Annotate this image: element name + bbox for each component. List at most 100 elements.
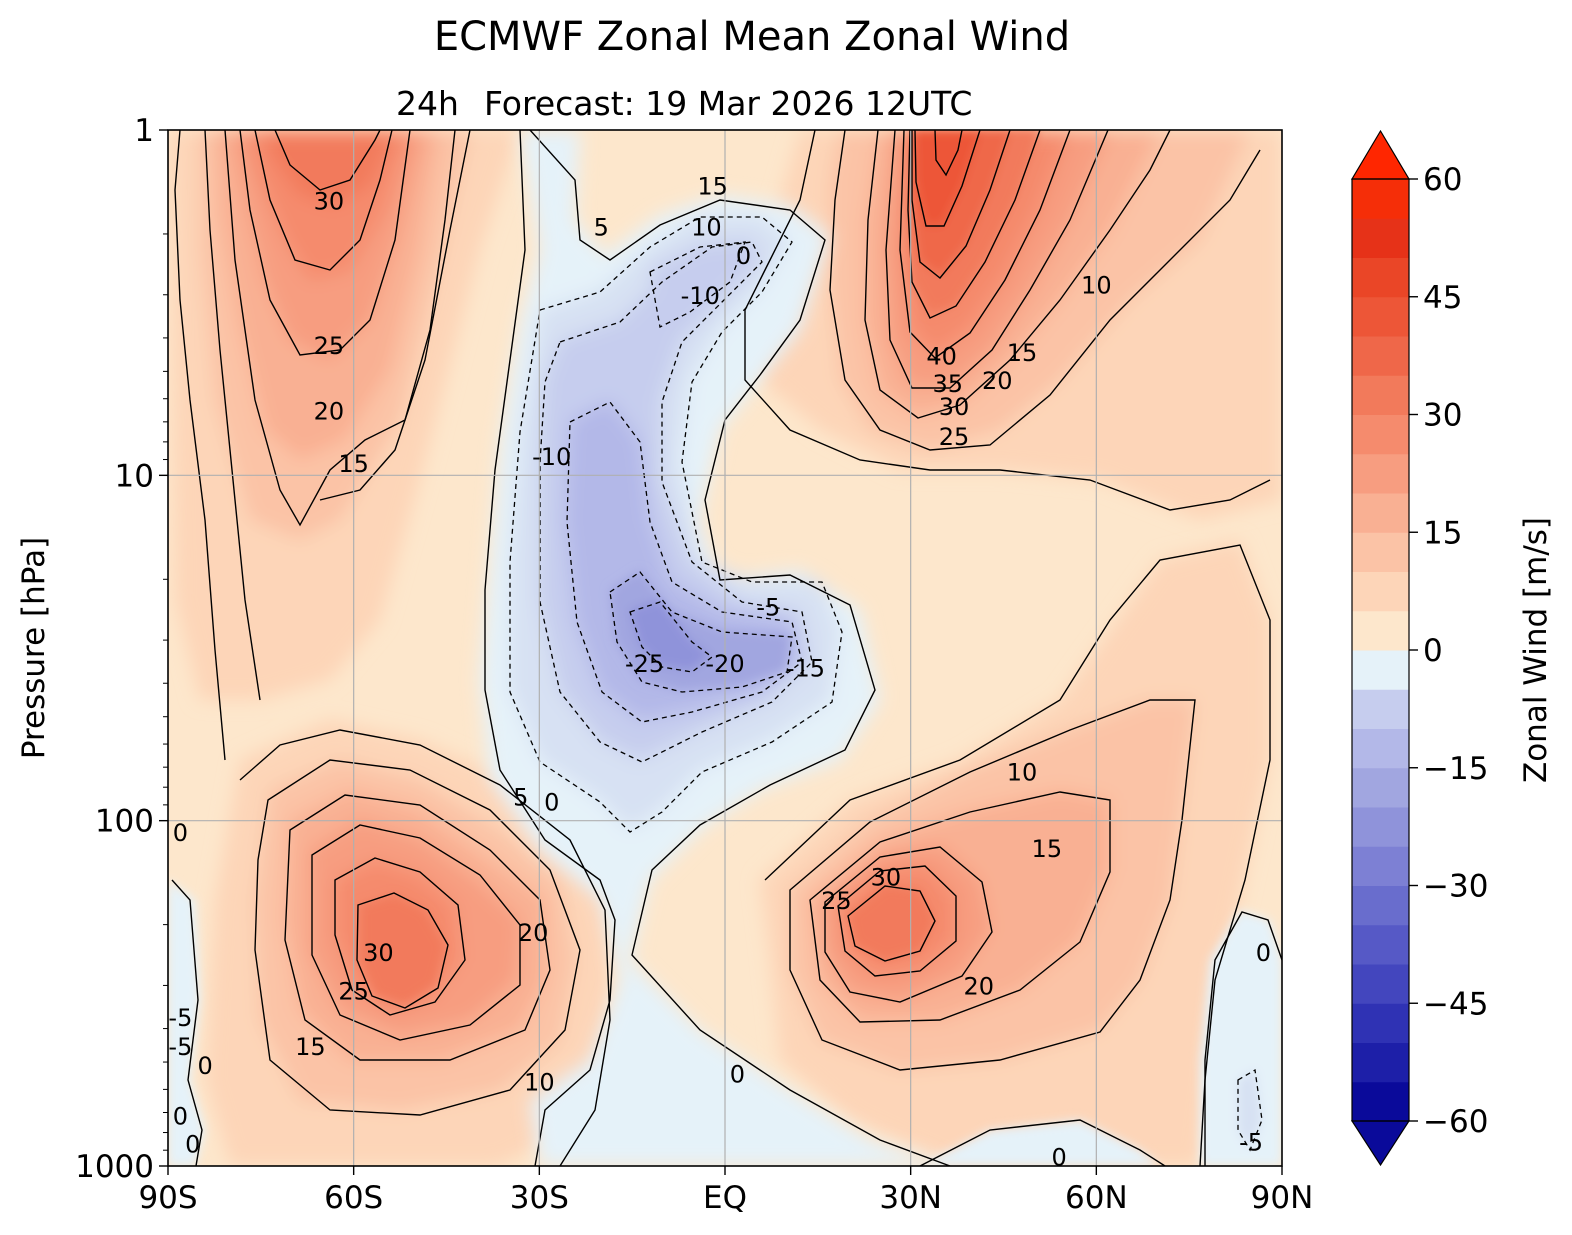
y-tick-label: 1 [134,113,154,149]
contour-label: 30 [871,863,902,891]
colorbar-segment [1352,924,1409,965]
colorbar-tick-label: 15 [1423,515,1462,551]
contour-sh-trop-20 [311,824,521,1041]
contour-label: 20 [982,367,1013,395]
chart-subtitle-left: 24h [396,84,459,123]
fill-sp-easterly [168,880,205,1166]
contour-np-surface [919,1119,1166,1166]
colorbar-tick-label: −15 [1423,751,1488,787]
contour-label: 20 [314,398,345,426]
contour-label: -5 [1239,1129,1263,1157]
contour-sh-strat-10 [204,130,261,701]
contour-nh-strat-40 [914,130,981,227]
contour-label: 0 [1052,1144,1067,1172]
contour-zero-sh-west [484,130,616,1166]
contour-label: 15 [1007,339,1038,367]
fill-sh-trop-30 [360,895,445,1005]
colorbar-segment [1352,1081,1409,1122]
colorbar-tick-label: 30 [1423,398,1462,434]
colorbar-tick-label: 0 [1423,633,1443,669]
y-axis-label: Pressure [hPa] [16,537,52,759]
y-tick-label: 100 [95,804,154,840]
contour-label: 0 [730,1061,745,1089]
contour-lines [171,130,1282,1166]
y-tick-label: 10 [115,458,154,494]
fill-nh-surface-easterly [920,1120,1160,1166]
contour-label: 25 [821,887,852,915]
grid [168,130,1282,1166]
contour-neg-5 [509,216,843,833]
contour-neg-10 [539,241,813,763]
contour-nh-trop-25 [837,865,957,977]
contour-label: 20 [963,972,994,1000]
colorbar-segment [1352,375,1409,415]
contour-nh-strat-10 [829,130,1261,451]
contour-label: -5 [168,1033,192,1061]
contour-label: 0 [736,242,751,270]
colorbar: −60 −45 −30 −15 0 15 30 45 60 Zonal Wind [m/s] [1350,129,1554,1167]
colorbar-ticks: −60 −45 −30 −15 0 15 30 45 60 [1409,162,1488,1140]
contour-nh-trop-20 [824,846,993,1003]
colorbar-segment [1352,257,1409,298]
contour-sh-strat-20 [239,130,411,356]
x-tick-label: 30N [879,1180,942,1216]
contour-sh-trop-30 [356,892,449,1009]
colorbar-tick-label: 60 [1423,162,1462,198]
x-tick-label: EQ [703,1180,747,1216]
contour-label: 35 [933,370,964,398]
contour-label: 15 [697,173,728,201]
contour-nh-trop-10 [789,699,1196,1071]
contour-label: 0 [173,1103,188,1131]
contour-neg-15 [566,401,803,723]
contour-neg-10-upper [649,241,746,328]
contour-np-zero [1204,911,1282,1166]
contour-sh-strat-5 [174,130,226,761]
negative-contour-lines [509,216,1263,1152]
fill-np-easterly [1200,910,1282,1166]
colorbar-segment [1352,846,1409,886]
colorbar-segment [1352,218,1409,258]
colorbar-segment [1352,885,1409,926]
x-tick-label: 90S [138,1180,197,1216]
contour-label: -10 [681,282,720,310]
colorbar-segment [1352,296,1409,337]
colorbar-segment [1352,179,1409,219]
colorbar-segment [1352,964,1409,1004]
contour-label: 5 [513,783,528,811]
contour-label: 15 [295,1033,326,1061]
contour-sh-trop-25 [334,857,466,1016]
contour-label: 30 [314,187,345,215]
contour-nh-strat-30 [907,130,1041,319]
colorbar-segment [1352,610,1409,651]
contour-label: -25 [625,650,664,678]
x-tick-label: 90N [1251,1180,1314,1216]
contour-label: 25 [939,423,970,451]
contour-label: 15 [1032,835,1063,863]
colorbar-segments [1352,179,1409,1122]
contour-label: 40 [926,343,957,371]
colorbar-extend-max [1350,129,1411,180]
fill-nh-trop-30 [848,885,935,960]
colorbar-extend-min [1350,1120,1411,1167]
contour-nh-strat-5 [744,130,1271,511]
contour-neg-25 [629,601,714,673]
y-axis: 1 10 100 1000 [75,113,168,1185]
contour-label: 10 [691,213,722,241]
colorbar-segment [1352,728,1409,769]
colorbar-tick-label: 45 [1423,280,1462,316]
contour-nh-strat-15 [864,130,1171,419]
x-tick-label: 60S [324,1180,383,1216]
fill-sh-strat-30 [262,130,395,205]
contour-neg-20 [609,571,793,693]
colorbar-label: Zonal Wind [m/s] [1518,517,1554,783]
contour-label: -5 [168,1004,192,1032]
contour-zero-sh [529,130,951,1166]
contour-label: 25 [314,332,345,360]
chart-subtitle: Forecast: 19 Mar 2026 12UTC [484,84,972,123]
contour-label: -5 [756,594,780,622]
contour-sh-strat-15 [224,130,456,527]
colorbar-tick-label: −30 [1423,869,1488,905]
contour-label: -10 [532,443,571,471]
contour-sh-strat-30 [274,130,381,191]
contour-label: 5 [594,213,609,241]
